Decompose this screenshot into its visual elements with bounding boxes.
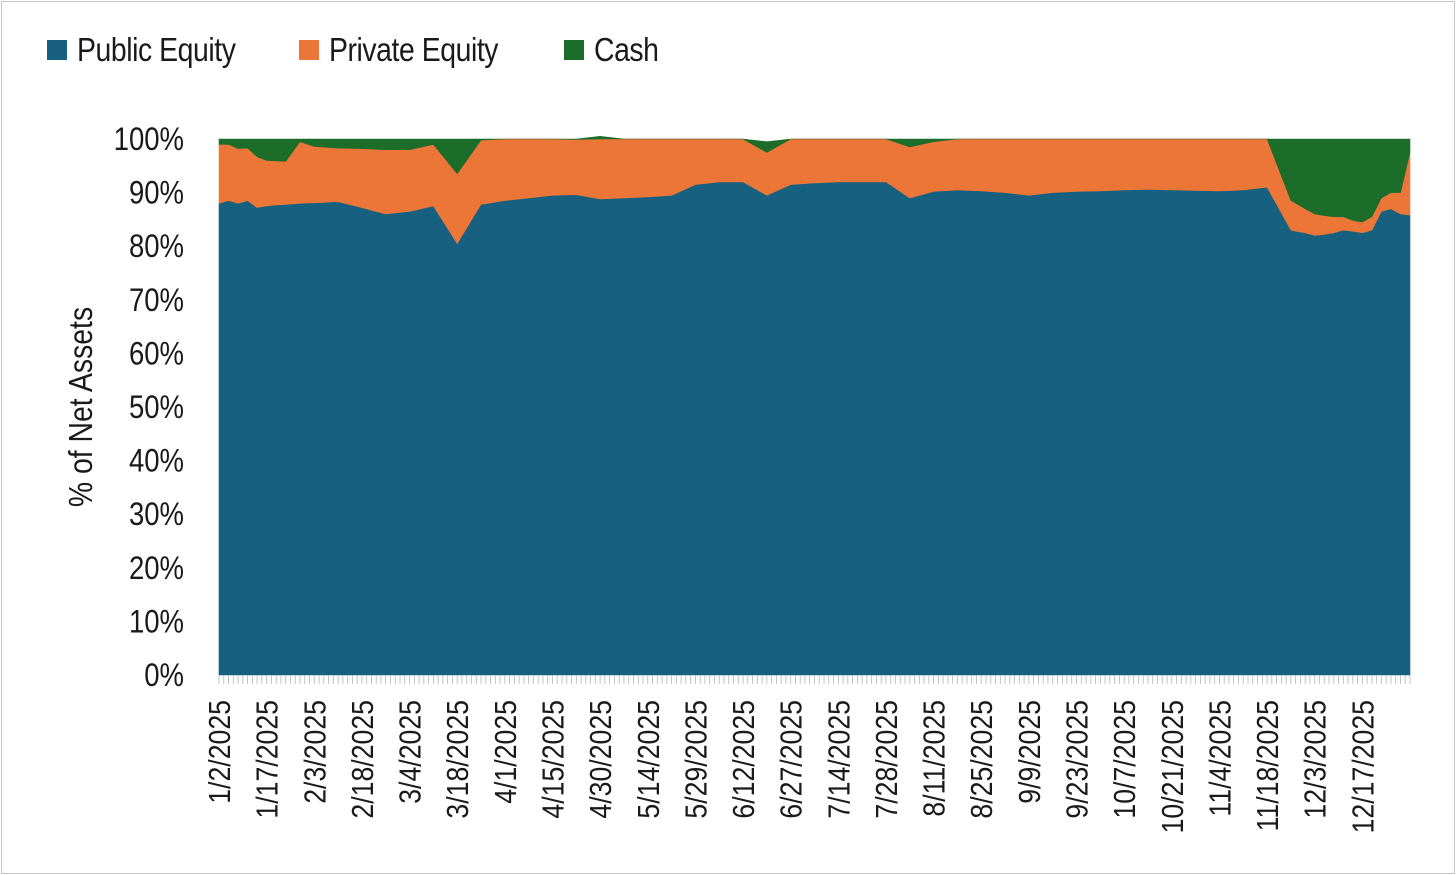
x-tick-label: 8/11/2025 xyxy=(918,700,952,817)
x-tick-label: 2/3/2025 xyxy=(298,700,332,804)
y-tick-label: 70% xyxy=(129,283,184,318)
x-tick-label: 10/21/2025 xyxy=(1156,700,1190,833)
y-tick-labels: 0% 10% 20% 30% 40% 50% 60% 70% 80% 90% 100% xyxy=(114,122,184,693)
x-tick-label: 12/3/2025 xyxy=(1299,700,1333,819)
x-tick-label: 2/18/2025 xyxy=(346,700,380,819)
x-tick-label: 9/9/2025 xyxy=(1013,700,1047,804)
y-tick-label: 30% xyxy=(129,497,184,532)
x-tick-label: 1/17/2025 xyxy=(251,700,285,819)
legend-label-cash: Cash xyxy=(593,31,659,68)
x-tick-label: 1/2/2025 xyxy=(203,700,237,804)
legend-label-public-equity: Public Equity xyxy=(77,31,236,68)
x-tick-label: 6/27/2025 xyxy=(775,700,809,819)
x-tick-label: 9/23/2025 xyxy=(1061,700,1095,819)
legend-swatch-public-equity xyxy=(47,40,67,60)
x-tick-label: 3/18/2025 xyxy=(441,700,475,819)
legend-swatch-cash xyxy=(563,40,584,60)
legend-item-public-equity: Public Equity xyxy=(47,31,261,69)
x-tick-label: 3/4/2025 xyxy=(394,700,428,804)
legend: Public Equity Private Equity Cash xyxy=(47,30,707,70)
y-tick-label: 40% xyxy=(129,444,184,479)
x-tick-label: 4/15/2025 xyxy=(537,700,571,819)
x-tick-marks xyxy=(218,675,1411,684)
x-tick-label: 7/14/2025 xyxy=(822,700,856,819)
x-tick-label: 5/14/2025 xyxy=(632,700,666,819)
x-tick-label: 11/4/2025 xyxy=(1204,700,1238,817)
y-tick-label: 0% xyxy=(144,658,184,693)
area-public-equity xyxy=(218,181,1411,676)
x-tick-label: 8/25/2025 xyxy=(965,700,999,819)
x-tick-label: 4/30/2025 xyxy=(584,700,618,819)
y-tick-label: 20% xyxy=(129,551,184,586)
y-axis-title: % of Net Assets xyxy=(62,307,100,507)
legend-label-private-equity: Private Equity xyxy=(329,31,499,68)
y-tick-label: 100% xyxy=(114,122,184,157)
x-tick-label: 5/29/2025 xyxy=(680,700,714,819)
x-tick-label: 12/17/2025 xyxy=(1347,700,1381,833)
area-series-group xyxy=(218,135,1411,676)
legend-swatch-private-equity xyxy=(299,40,320,60)
x-tick-label: 6/12/2025 xyxy=(727,700,761,819)
x-tick-label: 7/28/2025 xyxy=(870,700,904,819)
x-tick-label: 11/18/2025 xyxy=(1251,700,1285,831)
x-tick-labels: 1/2/2025 1/17/2025 2/3/2025 2/18/2025 3/4/20… xyxy=(203,700,1381,833)
legend-item-private-equity: Private Equity xyxy=(299,31,526,69)
y-tick-label: 80% xyxy=(129,229,184,264)
x-tick-label: 10/7/2025 xyxy=(1108,700,1142,819)
y-tick-label: 90% xyxy=(129,176,184,211)
y-tick-label: 50% xyxy=(129,390,184,425)
y-tick-label: 60% xyxy=(129,337,184,372)
y-tick-label: 10% xyxy=(129,605,184,640)
legend-item-cash: Cash xyxy=(563,31,669,69)
x-tick-label: 4/1/2025 xyxy=(489,700,523,804)
area-cash xyxy=(218,135,1411,223)
